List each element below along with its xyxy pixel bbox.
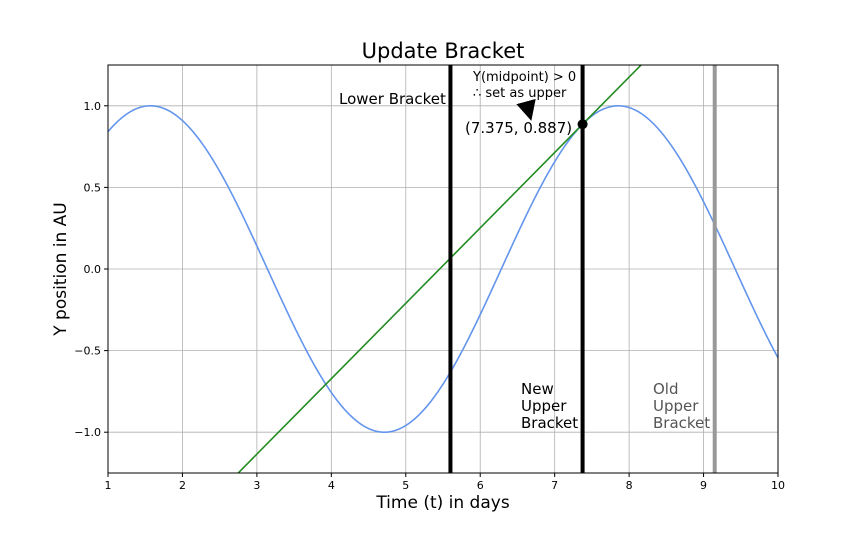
lower-bracket-label: Lower Bracket: [339, 90, 446, 108]
x-tick-label: 3: [253, 479, 260, 492]
x-axis-title: Time (t) in days: [375, 493, 510, 513]
x-tick-label: 7: [551, 479, 558, 492]
marked-point: [577, 119, 588, 130]
old-upper-label-3: Bracket: [653, 414, 710, 432]
point-label: (7.375, 0.887): [465, 119, 572, 137]
x-tick-label: 9: [700, 479, 707, 492]
x-tick-label: 5: [402, 479, 409, 492]
annotation-arrow: [516, 98, 536, 121]
y-tick-label: −1.0: [74, 426, 101, 439]
x-tick-label: 4: [328, 479, 335, 492]
x-tick-label: 6: [477, 479, 484, 492]
new-upper-label-3: Bracket: [521, 414, 578, 432]
y-tick-label: 0.0: [84, 263, 102, 276]
sine-curve: [108, 105, 778, 434]
new-upper-label-1: New: [521, 380, 554, 398]
x-tick-label: 8: [626, 479, 633, 492]
chart-title: Update Bracket: [362, 39, 525, 63]
y-axis-ticks: 1.0 0.5 0.0 −0.5 −1.0: [74, 100, 108, 439]
bracket-lines: [448, 65, 717, 473]
old-upper-label-1: Old: [653, 380, 679, 398]
x-tick-label: 2: [179, 479, 186, 492]
x-tick-label: 1: [105, 479, 112, 492]
note-line-2: ∴ set as upper: [473, 86, 567, 101]
x-tick-label: 10: [771, 479, 785, 492]
x-axis-ticks: 1 2 3 4 5 6 7 8 9 10: [105, 473, 785, 492]
old-upper-label-2: Upper: [653, 397, 699, 415]
new-upper-label-2: Upper: [521, 397, 567, 415]
y-tick-label: −0.5: [74, 345, 101, 358]
y-tick-label: 0.5: [84, 181, 102, 194]
grid-lines: [107, 65, 779, 473]
y-axis-title: Y position in AU: [51, 202, 71, 337]
y-tick-label: 1.0: [84, 100, 102, 113]
note-line-1: Y(midpoint) > 0: [472, 70, 576, 85]
